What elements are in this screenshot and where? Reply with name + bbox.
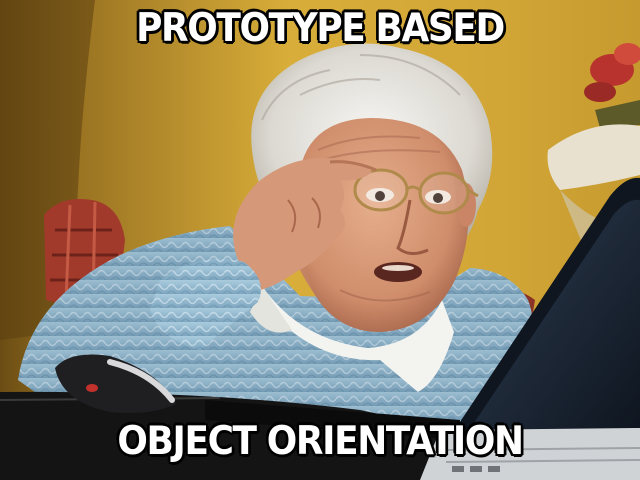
scene-photo [0,0,640,480]
meme-image: PROTOTYPE BASED OBJECT ORIENTATION [0,0,640,480]
